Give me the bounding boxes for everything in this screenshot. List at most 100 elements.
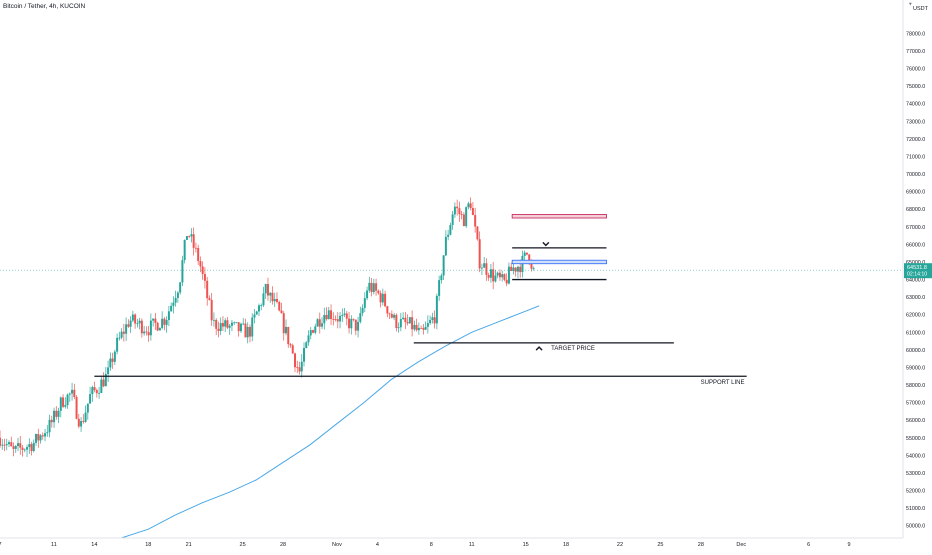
candle-body	[352, 318, 355, 320]
price-tick-label: 66000.0	[906, 242, 925, 248]
price-tick-label: 68000.0	[906, 207, 925, 213]
candle-body	[440, 275, 443, 281]
time-tick-label: 18	[563, 542, 569, 548]
candle-body	[246, 326, 249, 338]
candle-body	[375, 283, 378, 291]
candle-body	[424, 326, 427, 330]
candle-body	[303, 347, 306, 362]
candle-body	[287, 326, 290, 345]
candle-body	[498, 272, 501, 278]
candle-body	[471, 208, 474, 216]
currency-dropdown-icon[interactable]: ▾	[909, 2, 912, 8]
candle-body	[66, 394, 69, 406]
candle-body	[456, 206, 459, 209]
candle-body	[136, 323, 139, 325]
candle-body	[170, 305, 173, 312]
candle-body	[467, 203, 470, 208]
candle-body	[363, 298, 366, 308]
candle-body	[190, 234, 193, 237]
candle-body	[201, 266, 204, 274]
candle-body	[453, 206, 456, 215]
candle-body	[217, 328, 220, 331]
candle-body	[399, 319, 402, 328]
candle-body	[199, 260, 202, 267]
candle-body	[474, 215, 477, 227]
candle-body	[345, 313, 348, 319]
price-tick-label: 55000.0	[906, 436, 925, 442]
candle-body	[487, 274, 490, 278]
candle-body	[334, 319, 337, 320]
candle-body	[377, 290, 380, 294]
candle-body	[415, 324, 418, 331]
candle-body	[174, 297, 177, 303]
candle-body	[41, 435, 44, 437]
entry-box[interactable]	[511, 259, 607, 265]
price-tick-label: 62000.0	[906, 313, 925, 319]
candle-body	[208, 298, 211, 300]
candle-body	[127, 324, 130, 327]
up-arrow-icon[interactable]	[535, 346, 543, 351]
candle-body	[48, 419, 51, 433]
candle-body	[390, 314, 393, 318]
candle-body	[46, 432, 49, 434]
candle-body	[161, 318, 164, 328]
candle-body	[289, 344, 292, 346]
candle-body	[120, 331, 123, 338]
time-axis[interactable]: 7 11 14 18 21 25 28 Nov 4 8 11 15 18 22 25 28 Dec 6 9	[0, 542, 851, 548]
candle-body	[255, 311, 258, 315]
price-tick-label: 76000.0	[906, 67, 925, 73]
candle-body	[71, 389, 74, 394]
candle-body	[116, 337, 119, 352]
candle-body	[312, 330, 315, 333]
candle-body	[357, 321, 360, 331]
candle-body	[237, 322, 240, 332]
candle-body	[368, 282, 371, 291]
resistance-box[interactable]	[511, 214, 607, 219]
candle-body	[91, 387, 94, 395]
drawings-layer[interactable]: TARGET PRICE SUPPORT LINE	[94, 214, 747, 386]
price-tick-label: 71000.0	[906, 154, 925, 160]
candle-body	[485, 263, 488, 275]
candle-body	[507, 266, 510, 284]
candle-body	[210, 299, 213, 321]
candle-body	[525, 252, 528, 255]
candle-body	[206, 280, 209, 299]
time-tick-label: 21	[186, 542, 192, 548]
candle-body	[343, 313, 346, 315]
chart-title: Bitcoin / Tether, 4h, KUCOIN	[3, 3, 86, 10]
plot-area[interactable]	[0, 197, 903, 539]
time-tick-label: 7	[0, 542, 2, 548]
candle-body	[163, 318, 166, 325]
candle-body	[239, 323, 242, 332]
candle-body	[294, 353, 297, 368]
candle-body	[244, 323, 247, 338]
last-price-badge-background	[904, 263, 932, 279]
down-arrow-icon[interactable]	[542, 241, 550, 247]
candle-body	[321, 323, 324, 327]
candle-body	[442, 255, 445, 276]
currency-label[interactable]: USDT	[913, 6, 929, 12]
candle-body	[50, 419, 53, 423]
price-tick-label: 59000.0	[906, 365, 925, 371]
time-tick-label: Dec	[736, 542, 746, 548]
bar-countdown: 02:14:10	[907, 272, 927, 278]
candle-body	[323, 314, 326, 324]
candle-body	[496, 272, 499, 276]
candle-body	[122, 331, 125, 334]
candle-body	[131, 314, 134, 321]
candle-body	[462, 214, 465, 227]
candle-body	[77, 418, 80, 427]
price-tick-label: 54000.0	[906, 453, 925, 459]
price-tick-label: 67000.0	[906, 225, 925, 231]
time-tick-label: 4	[376, 542, 379, 548]
candle-body	[458, 208, 461, 215]
candle-body	[269, 292, 272, 296]
candle-body	[73, 389, 76, 398]
candle-body	[226, 320, 229, 328]
price-tick-label: 51000.0	[906, 506, 925, 512]
price-tick-label: 70000.0	[906, 172, 925, 178]
candle-body	[221, 323, 224, 327]
price-axis[interactable]: 50000.0 51000.0 52000.0 53000.0 54000.0 55000…	[906, 31, 925, 529]
